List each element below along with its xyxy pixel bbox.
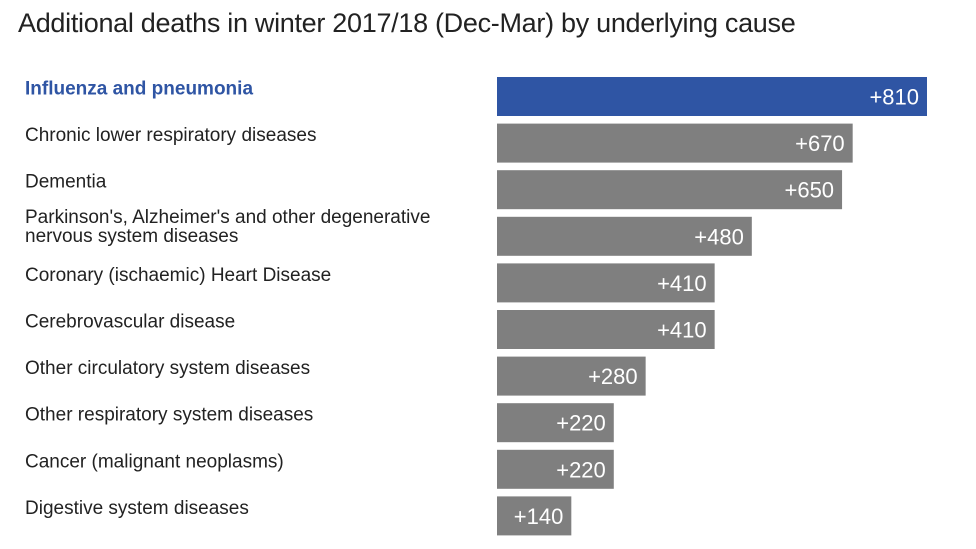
chart-title: Additional deaths in winter 2017/18 (Dec… <box>18 8 796 38</box>
category-label-0: Influenza and pneumonia <box>25 79 253 100</box>
category-label-8: Cancer (malignant neoplasms) <box>25 451 284 472</box>
bar-1 <box>497 123 853 163</box>
bar-8 <box>497 449 614 489</box>
category-label-3: Parkinson's, Alzheimer's and other degen… <box>25 207 430 247</box>
category-label-4: Coronary (ischaemic) Heart Disease <box>25 265 331 286</box>
bar-7 <box>497 403 614 443</box>
value-label-1: +670 <box>795 131 845 156</box>
bar-4 <box>497 263 715 303</box>
value-label-0: +810 <box>869 85 919 110</box>
bar-2 <box>497 170 843 210</box>
value-label-2: +650 <box>784 178 834 203</box>
category-label-1: Chronic lower respiratory diseases <box>25 125 316 146</box>
bar-6 <box>497 356 646 396</box>
value-label-5: +410 <box>657 318 707 343</box>
category-label-9: Digestive system diseases <box>25 498 249 519</box>
bar-3 <box>497 216 752 256</box>
category-label-7: Other respiratory system diseases <box>25 405 313 426</box>
value-label-8: +220 <box>556 457 606 482</box>
category-label-6: Other circulatory system diseases <box>25 358 310 379</box>
value-label-9: +140 <box>514 504 564 529</box>
bar-5 <box>497 310 715 349</box>
value-label-6: +280 <box>588 364 638 389</box>
value-label-7: +220 <box>556 411 606 436</box>
category-label-2: Dementia <box>25 172 107 193</box>
category-label-5: Cerebrovascular disease <box>25 312 235 333</box>
value-label-4: +410 <box>657 271 707 296</box>
value-label-3: +480 <box>694 224 744 249</box>
bar-0 <box>497 77 927 116</box>
bar-9 <box>497 496 572 536</box>
